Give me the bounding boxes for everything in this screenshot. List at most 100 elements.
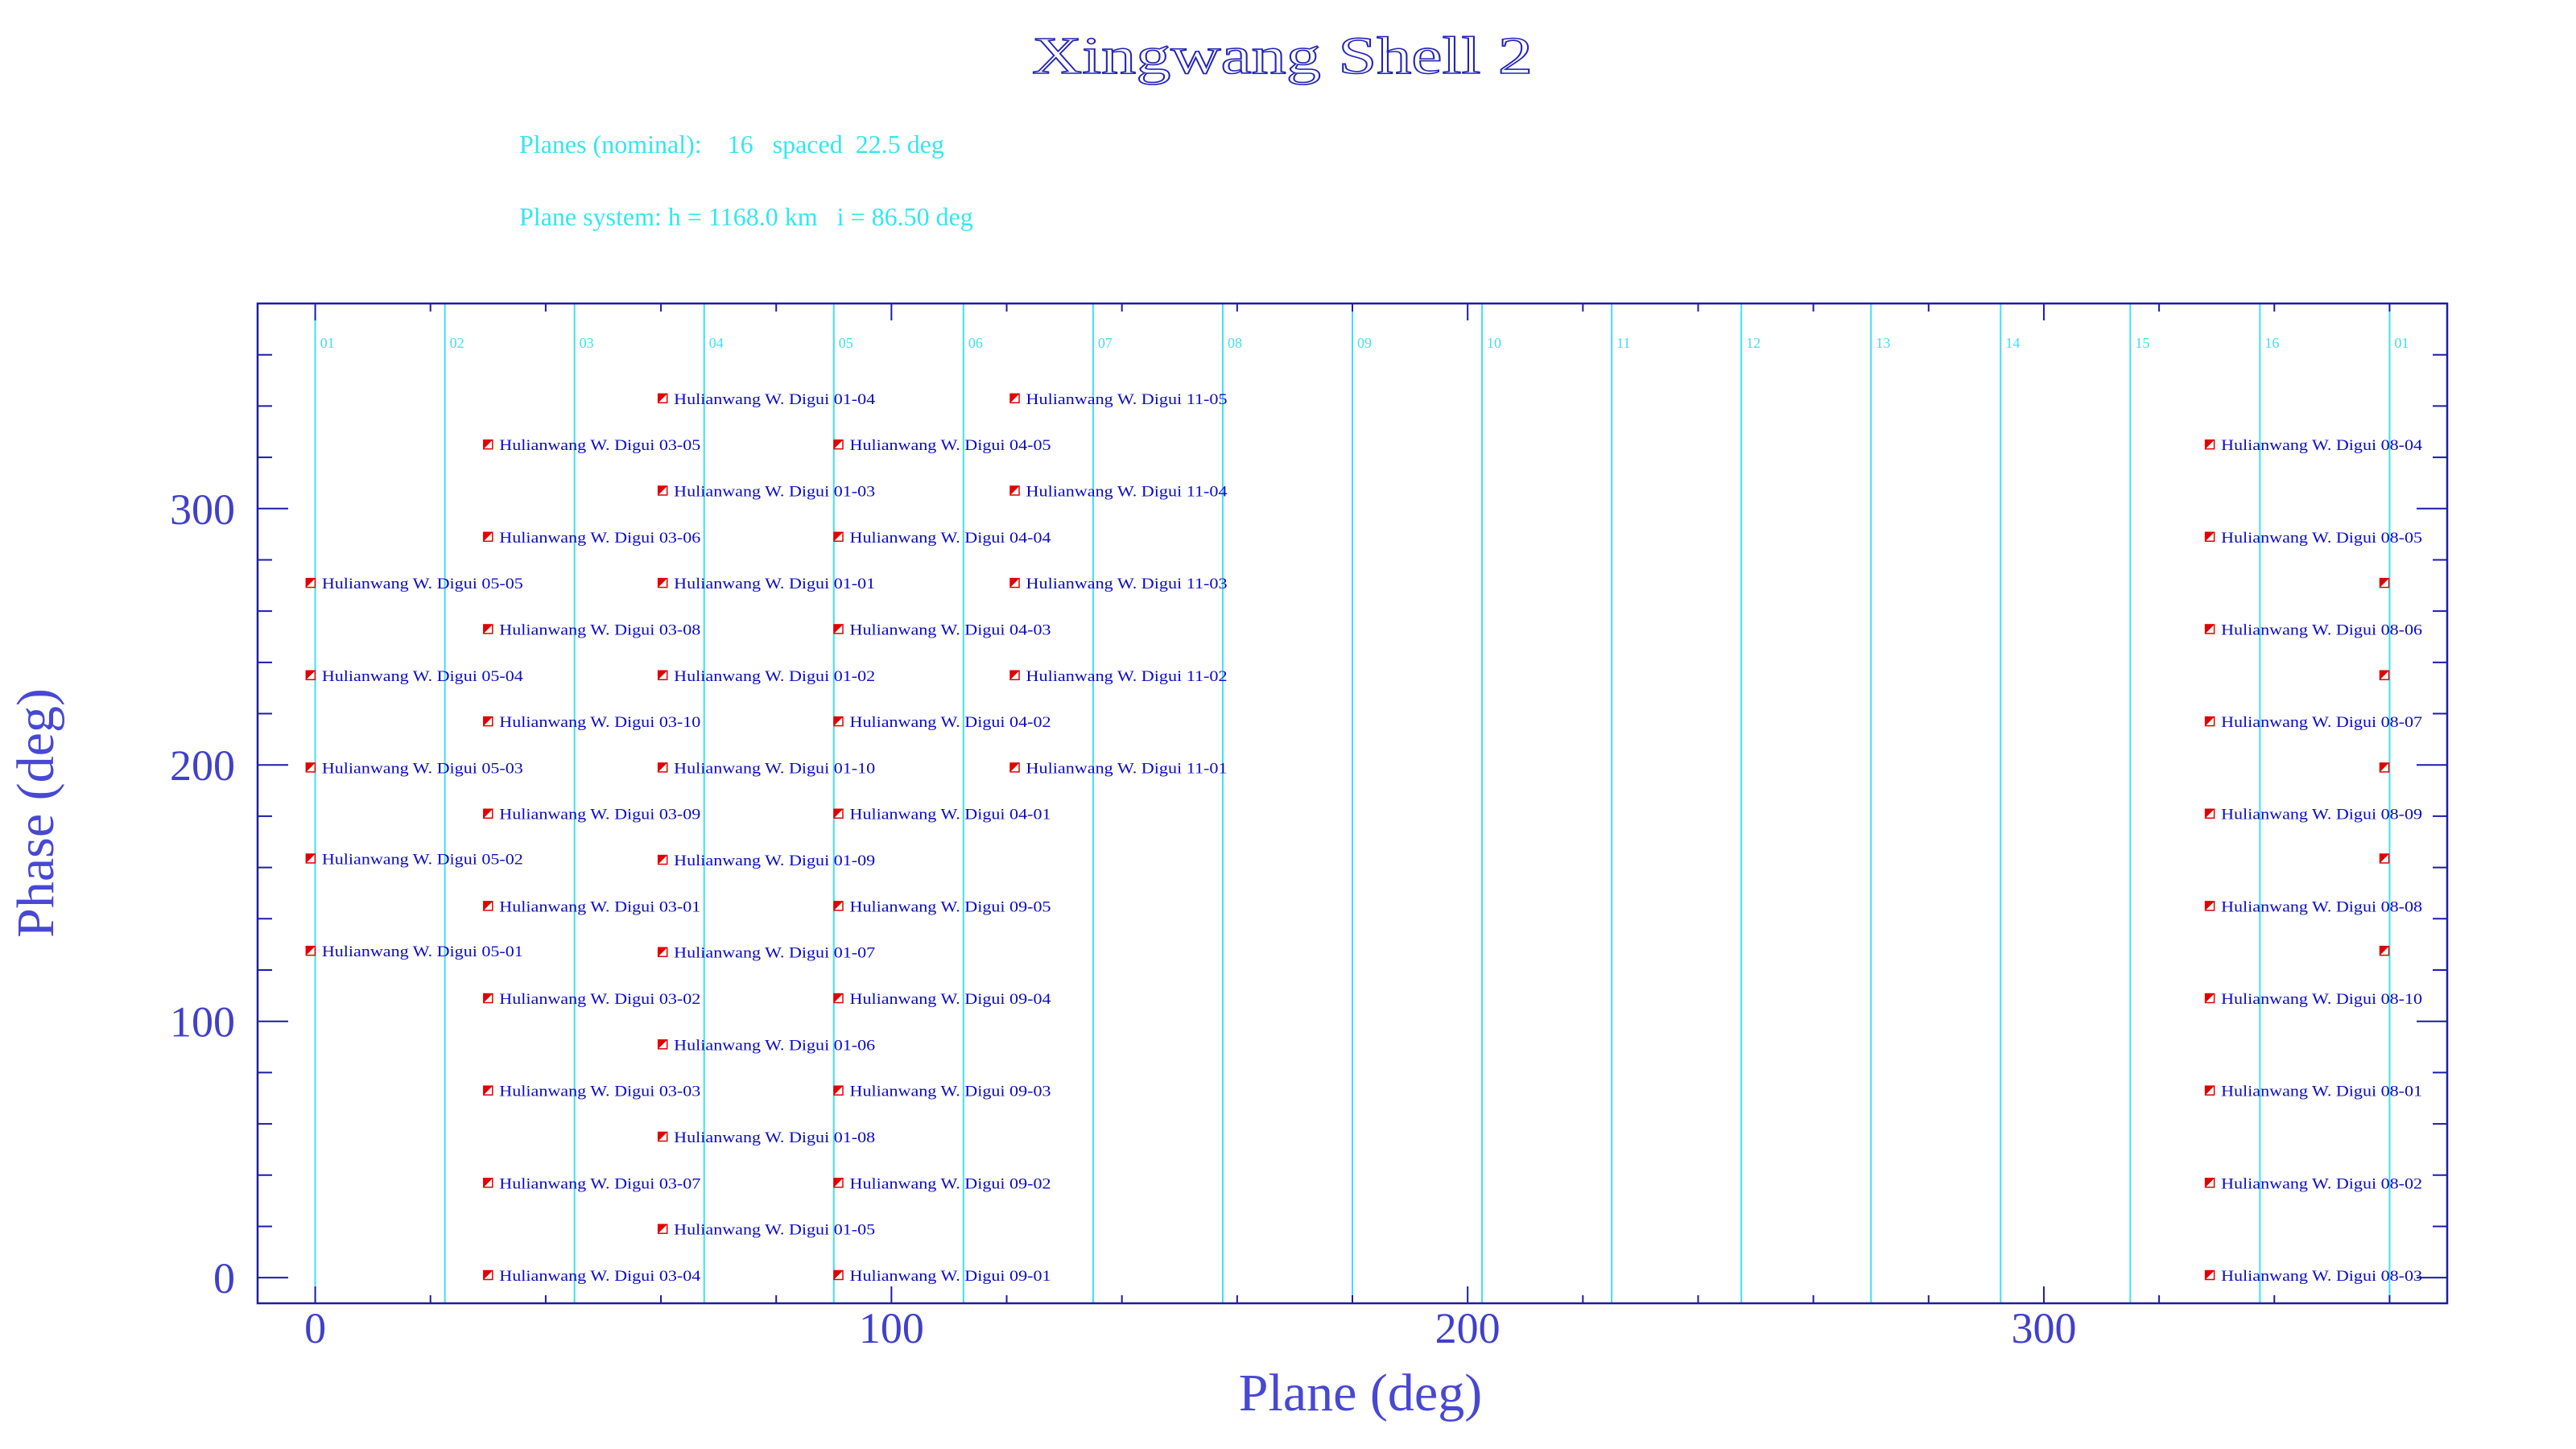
y-tick-label: 200 bbox=[170, 741, 235, 790]
satellite-marker-fill bbox=[658, 947, 667, 957]
satellite-point: Hulianwang W. Digui 11-04 bbox=[1009, 483, 1228, 500]
satellite-point: Hulianwang W. Digui 11-05 bbox=[1009, 391, 1228, 408]
satellite-label: Hulianwang W. Digui 01-03 bbox=[674, 483, 875, 500]
satellite-label: Hulianwang W. Digui 08-04 bbox=[2221, 437, 2423, 454]
satellite-point: Hulianwang W. Digui 05-02 bbox=[305, 851, 523, 868]
y-tick-label: 300 bbox=[170, 485, 235, 534]
satellite-label: Hulianwang W. Digui 01-04 bbox=[674, 391, 876, 408]
y-tick-label: 100 bbox=[170, 998, 235, 1046]
plane-label: 15 bbox=[2135, 335, 2149, 351]
plane-label: 09 bbox=[1357, 335, 1372, 351]
satellite-label: Hulianwang W. Digui 04-05 bbox=[850, 437, 1051, 454]
satellite-point: Hulianwang W. Digui 03-09 bbox=[483, 807, 700, 824]
satellite-marker-fill bbox=[306, 578, 316, 588]
satellite-point: Hulianwang W. Digui 03-03 bbox=[483, 1084, 700, 1100]
plane-label: 06 bbox=[968, 335, 983, 351]
x-axis-label: Plane (deg) bbox=[1239, 1364, 1482, 1422]
satellite-label: Hulianwang W. Digui 04-01 bbox=[850, 807, 1051, 824]
satellite-point: Hulianwang W. Digui 03-06 bbox=[483, 530, 700, 547]
satellite-marker-fill bbox=[483, 1086, 493, 1096]
satellite-point: Hulianwang W. Digui 01-01 bbox=[657, 576, 875, 592]
satellite-label: Hulianwang W. Digui 08-08 bbox=[2221, 898, 2422, 915]
satellite-label: Hulianwang W. Digui 01-02 bbox=[674, 668, 875, 685]
plane-label: 07 bbox=[1098, 335, 1113, 351]
satellite-point: Hulianwang W. Digui 08-10 bbox=[2204, 991, 2422, 1008]
satellite-label: Hulianwang W. Digui 01-06 bbox=[674, 1037, 875, 1054]
satellite-point: Hulianwang W. Digui 11-01 bbox=[1009, 760, 1228, 777]
satellite-label: Hulianwang W. Digui 05-05 bbox=[322, 576, 523, 592]
chart-title: Xingwang Shell 2 bbox=[1032, 27, 1533, 85]
satellite-point bbox=[2379, 670, 2390, 681]
satellite-marker-fill bbox=[2380, 946, 2389, 956]
satellite-point: Hulianwang W. Digui 03-05 bbox=[483, 437, 700, 454]
satellite-point bbox=[2379, 853, 2390, 864]
satellite-marker-fill bbox=[658, 855, 667, 865]
satellite-marker-fill bbox=[2205, 716, 2215, 726]
satellite-label: Hulianwang W. Digui 03-06 bbox=[499, 530, 700, 547]
plane-label: 01 bbox=[320, 335, 335, 351]
satellite-label: Hulianwang W. Digui 04-02 bbox=[850, 714, 1051, 731]
satellite-marker-fill bbox=[2205, 1178, 2215, 1187]
satellite-label: Hulianwang W. Digui 11-02 bbox=[1026, 668, 1228, 685]
satellite-label: Hulianwang W. Digui 11-03 bbox=[1026, 576, 1228, 592]
satellite-point: Hulianwang W. Digui 08-03 bbox=[2204, 1268, 2422, 1285]
satellite-marker-fill bbox=[658, 1224, 667, 1234]
satellite-point: Hulianwang W. Digui 03-08 bbox=[483, 621, 700, 638]
satellite-point: Hulianwang W. Digui 08-02 bbox=[2204, 1175, 2422, 1192]
satellite-marker-fill bbox=[1010, 671, 1020, 680]
satellite-points: Hulianwang W. Digui 05-05 Hulianwang W. D… bbox=[305, 391, 2423, 1285]
satellite-marker-fill bbox=[834, 716, 844, 726]
satellite-label: Hulianwang W. Digui 05-04 bbox=[322, 668, 524, 685]
satellite-label: Hulianwang W. Digui 04-03 bbox=[850, 621, 1051, 638]
satellite-point: Hulianwang W. Digui 09-01 bbox=[833, 1268, 1051, 1285]
x-tick-label: 300 bbox=[2011, 1304, 2076, 1352]
satellite-marker-fill bbox=[658, 1132, 667, 1141]
satellite-marker-fill bbox=[2205, 624, 2215, 634]
plane-label: 04 bbox=[709, 335, 724, 351]
satellite-marker-fill bbox=[834, 901, 844, 910]
satellite-marker-fill bbox=[483, 1270, 493, 1280]
plane-label: 05 bbox=[839, 335, 853, 351]
satellite-marker-fill bbox=[2205, 901, 2215, 910]
satellite-point: Hulianwang W. Digui 01-10 bbox=[657, 760, 875, 777]
plane-label: 02 bbox=[450, 335, 464, 351]
satellite-point: Hulianwang W. Digui 01-02 bbox=[657, 668, 875, 685]
satellite-label: Hulianwang W. Digui 03-01 bbox=[499, 898, 700, 915]
satellite-label: Hulianwang W. Digui 09-05 bbox=[850, 898, 1051, 915]
satellite-label: Hulianwang W. Digui 05-03 bbox=[322, 760, 523, 777]
satellite-point: Hulianwang W. Digui 01-03 bbox=[657, 483, 875, 500]
satellite-label: Hulianwang W. Digui 03-03 bbox=[499, 1084, 700, 1100]
satellite-marker-fill bbox=[2205, 532, 2215, 542]
plane-label: 14 bbox=[2005, 335, 2020, 351]
satellite-point: Hulianwang W. Digui 04-05 bbox=[833, 437, 1051, 454]
satellite-point: Hulianwang W. Digui 03-07 bbox=[483, 1175, 700, 1192]
satellite-point: Hulianwang W. Digui 09-04 bbox=[833, 991, 1051, 1008]
satellite-label: Hulianwang W. Digui 05-02 bbox=[322, 851, 523, 868]
satellite-point: Hulianwang W. Digui 03-04 bbox=[483, 1268, 701, 1285]
satellite-point: Hulianwang W. Digui 01-07 bbox=[657, 945, 875, 962]
satellite-label: Hulianwang W. Digui 03-04 bbox=[499, 1268, 701, 1285]
x-tick-label: 0 bbox=[304, 1304, 326, 1352]
satellite-marker-fill bbox=[658, 485, 667, 495]
satellite-marker-fill bbox=[306, 946, 316, 956]
satellite-label: Hulianwang W. Digui 01-01 bbox=[674, 576, 875, 592]
satellite-point: Hulianwang W. Digui 01-05 bbox=[657, 1222, 875, 1239]
plane-label: 13 bbox=[1876, 335, 1890, 351]
satellite-marker-fill bbox=[834, 624, 844, 634]
satellite-point: Hulianwang W. Digui 11-03 bbox=[1009, 576, 1228, 592]
satellite-marker-fill bbox=[834, 532, 844, 542]
satellite-point: Hulianwang W. Digui 08-06 bbox=[2204, 621, 2422, 638]
satellite-point: Hulianwang W. Digui 04-01 bbox=[833, 807, 1051, 824]
satellite-point: Hulianwang W. Digui 01-08 bbox=[657, 1129, 875, 1146]
satellite-label: Hulianwang W. Digui 01-10 bbox=[674, 760, 875, 777]
satellite-marker-fill bbox=[1010, 485, 1020, 495]
satellite-marker-fill bbox=[2205, 1270, 2215, 1280]
satellite-marker-fill bbox=[2205, 1086, 2215, 1096]
satellite-label: Hulianwang W. Digui 03-07 bbox=[499, 1175, 700, 1192]
axes: 0 100 200 300 0 100 200 300 bbox=[170, 302, 2449, 1352]
x-tick-label: 100 bbox=[859, 1304, 924, 1352]
satellite-marker-fill bbox=[483, 1178, 493, 1187]
satellite-label: Hulianwang W. Digui 01-05 bbox=[674, 1222, 875, 1239]
satellite-point: Hulianwang W. Digui 09-02 bbox=[833, 1175, 1051, 1192]
